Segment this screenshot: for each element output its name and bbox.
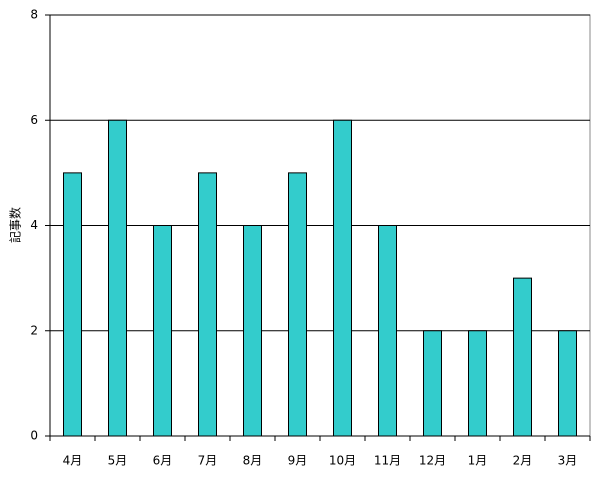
bar	[288, 172, 307, 437]
bar	[333, 119, 352, 437]
bar	[558, 330, 577, 437]
x-tick-label: 12月	[419, 454, 446, 468]
bar	[243, 225, 262, 437]
bar	[108, 119, 127, 437]
x-tick-label: 10月	[329, 454, 356, 468]
x-tick-label: 2月	[513, 454, 533, 468]
x-tick-label: 4月	[63, 454, 83, 468]
bar	[63, 172, 82, 437]
x-tick-label: 5月	[108, 454, 128, 468]
bar	[468, 330, 487, 437]
x-tick-label: 11月	[374, 454, 401, 468]
bar	[378, 225, 397, 437]
bar	[423, 330, 442, 437]
y-axis-label: 記事数	[8, 207, 23, 243]
bar	[513, 277, 532, 437]
x-tick-label: 8月	[243, 454, 263, 468]
x-tick-label: 3月	[558, 454, 578, 468]
y-tick-label: 2	[30, 323, 38, 337]
y-tick-label: 6	[30, 113, 38, 127]
x-tick-label: 1月	[468, 454, 488, 468]
x-tick-label: 6月	[153, 454, 173, 468]
y-tick-label: 0	[30, 429, 38, 443]
bar	[198, 172, 217, 437]
y-tick-label: 4	[30, 218, 38, 232]
x-tick-label: 9月	[288, 454, 308, 468]
y-tick-label: 8	[30, 8, 38, 22]
x-tick-label: 7月	[198, 454, 218, 468]
bar	[153, 225, 172, 437]
